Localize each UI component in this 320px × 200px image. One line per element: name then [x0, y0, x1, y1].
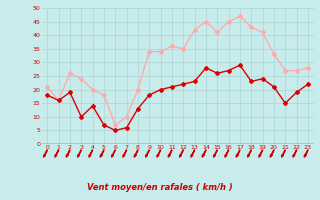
Text: Vent moyen/en rafales ( km/h ): Vent moyen/en rafales ( km/h )	[87, 183, 233, 192]
